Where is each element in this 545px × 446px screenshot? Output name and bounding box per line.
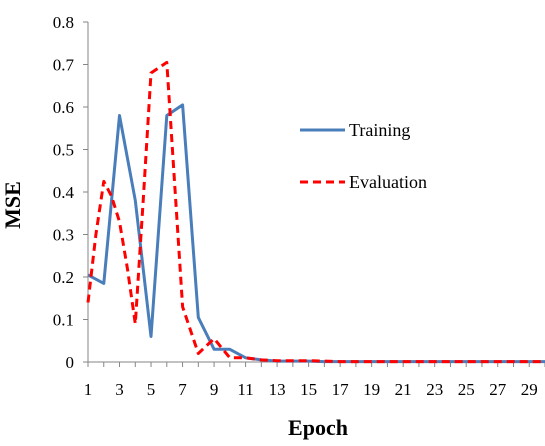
y-tick-label: 0.4 — [53, 183, 75, 202]
x-tick-label: 15 — [300, 380, 317, 399]
x-tick-label: 3 — [115, 380, 124, 399]
y-axis-title: MSE — [0, 181, 25, 229]
series-line-evaluation — [86, 60, 545, 364]
x-tick-label: 7 — [178, 380, 187, 399]
y-tick-label: 0.5 — [53, 141, 74, 160]
y-tick-label: 0.1 — [53, 311, 74, 330]
y-tick-label: 0.6 — [53, 98, 74, 117]
x-tick-label: 21 — [395, 380, 412, 399]
y-tick-label: 0.7 — [53, 56, 75, 75]
x-tick-label: 23 — [426, 380, 443, 399]
x-axis-title: Epoch — [288, 415, 348, 440]
x-tick-label: 1 — [84, 380, 93, 399]
y-tick-label: 0.8 — [53, 13, 74, 32]
y-tick-label: 0 — [66, 353, 75, 372]
x-axis-ticks: 1 3 5 7 9 11 13 15 17 19 21 23 25 27 29 — [84, 362, 545, 399]
axes — [87, 22, 545, 363]
y-axis-ticks: 0 0.1 0.2 0.3 0.4 0.5 0.6 0.7 0.8 — [53, 13, 88, 372]
x-tick-label: 13 — [269, 380, 286, 399]
x-tick-label: 5 — [147, 380, 156, 399]
x-tick-label: 9 — [210, 380, 219, 399]
legend-evaluation-label: Evaluation — [349, 172, 427, 192]
x-tick-label: 11 — [237, 380, 253, 399]
x-tick-label: 25 — [458, 380, 475, 399]
legend: Training Evaluation — [300, 120, 427, 192]
x-tick-label: 19 — [363, 380, 380, 399]
legend-training-label: Training — [349, 120, 410, 140]
y-tick-label: 0.3 — [53, 226, 74, 245]
series-layer — [86, 60, 545, 364]
x-tick-label: 17 — [332, 380, 350, 399]
x-tick-label: 29 — [521, 380, 538, 399]
x-tick-label: 27 — [489, 380, 507, 399]
y-tick-label: 0.2 — [53, 268, 74, 287]
series-line-training — [87, 103, 545, 364]
